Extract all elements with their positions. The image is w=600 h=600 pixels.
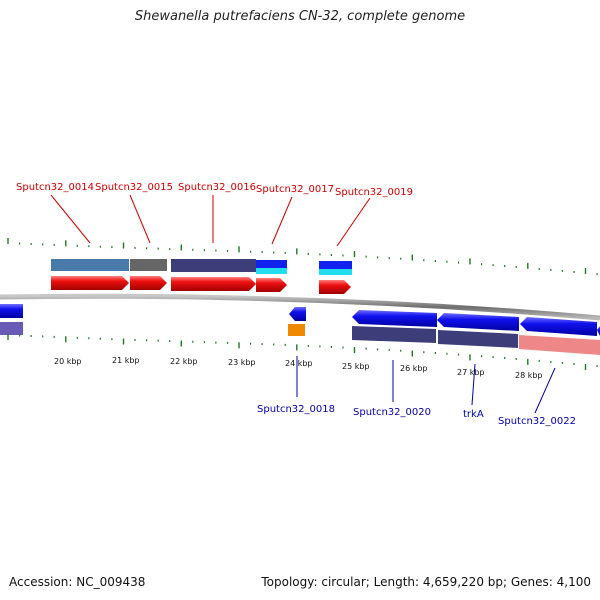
- cog-bar-0018[interactable]: [288, 324, 305, 336]
- cog-bar-0022[interactable]: [519, 335, 600, 355]
- leader-line-trkA: [471, 363, 476, 406]
- tick-label: 23 kbp: [228, 358, 256, 367]
- forward-cog-bars: [51, 259, 352, 275]
- reverse-cds-track: [0, 304, 600, 336]
- leader-line-0019: [336, 197, 371, 247]
- forward-gene-labels: Sputcn32_0014 Sputcn32_0015 Sputcn32_001…: [16, 182, 413, 247]
- map-title: Shewanella putrefaciens CN-32, complete …: [134, 9, 466, 24]
- genome-backbone: [0, 293, 600, 321]
- gene-label-0017[interactable]: Sputcn32_0017: [256, 184, 334, 195]
- leader-line-0017: [271, 196, 293, 245]
- tick-label: 25 kbp: [342, 362, 370, 371]
- tick-label: 26 kbp: [400, 364, 428, 373]
- gene-label-trkA[interactable]: trkA: [463, 409, 484, 420]
- cog-bar-0019-a[interactable]: [319, 261, 352, 269]
- cds-arrow-left-partial[interactable]: [0, 304, 23, 318]
- cog-bar-0020[interactable]: [352, 326, 436, 343]
- cog-bar-0017-b[interactable]: [256, 268, 287, 274]
- cds-arrow-0017[interactable]: [256, 278, 287, 292]
- position-tick-labels: 20 kbp 21 kbp 22 kbp 23 kbp 24 kbp 25 kb…: [54, 356, 543, 380]
- topology-summary: Topology: circular; Length: 4,659,220 bp…: [261, 575, 591, 589]
- lower-tick-ruler: [7, 334, 598, 370]
- cog-bar-0019-b[interactable]: [319, 269, 352, 275]
- cds-arrow-right-partial[interactable]: [597, 326, 600, 336]
- leader-line-0014: [50, 194, 91, 244]
- gene-label-0019[interactable]: Sputcn32_0019: [335, 187, 413, 198]
- cds-arrow-0016[interactable]: [171, 277, 256, 291]
- cog-bar-0016[interactable]: [171, 259, 256, 272]
- gene-label-0015[interactable]: Sputcn32_0015: [95, 182, 173, 193]
- leader-line-0015: [129, 194, 151, 244]
- gene-label-0014[interactable]: Sputcn32_0014: [16, 182, 94, 193]
- cds-arrow-0018[interactable]: [289, 307, 306, 321]
- cog-bar-trkA[interactable]: [438, 330, 518, 348]
- cds-arrow-0014[interactable]: [51, 276, 129, 290]
- cds-arrow-0020[interactable]: [352, 310, 437, 327]
- tick-label: 21 kbp: [112, 356, 140, 365]
- cog-bar-0014[interactable]: [51, 259, 129, 271]
- cog-bar-0017-a[interactable]: [256, 260, 287, 268]
- cog-bar-left-partial[interactable]: [0, 322, 23, 335]
- tick-label: 22 kbp: [170, 357, 198, 366]
- gene-label-0016[interactable]: Sputcn32_0016: [178, 182, 256, 193]
- cds-arrow-trkA[interactable]: [437, 313, 519, 331]
- leader-line-0022: [534, 367, 556, 414]
- tick-label: 20 kbp: [54, 357, 82, 366]
- cds-arrow-0015[interactable]: [130, 276, 167, 290]
- forward-cds-track: [51, 276, 351, 294]
- cds-arrow-0022[interactable]: [520, 317, 597, 336]
- accession-label: Accession: NC_009438: [9, 575, 146, 589]
- tick-label: 24 kbp: [285, 359, 313, 368]
- gene-label-0020[interactable]: Sputcn32_0020: [353, 407, 431, 418]
- gene-label-0022[interactable]: Sputcn32_0022: [498, 416, 576, 427]
- tick-label: 27 kbp: [457, 368, 485, 377]
- reverse-cog-bars: [0, 322, 600, 355]
- cds-arrow-0019[interactable]: [319, 280, 351, 294]
- reverse-gene-labels: Sputcn32_0018 Sputcn32_0020 trkA Sputcn3…: [257, 356, 576, 427]
- upper-tick-ruler: [7, 238, 598, 276]
- tick-label: 28 kbp: [515, 371, 543, 380]
- gene-label-0018[interactable]: Sputcn32_0018: [257, 404, 335, 415]
- cog-bar-0015[interactable]: [130, 259, 167, 271]
